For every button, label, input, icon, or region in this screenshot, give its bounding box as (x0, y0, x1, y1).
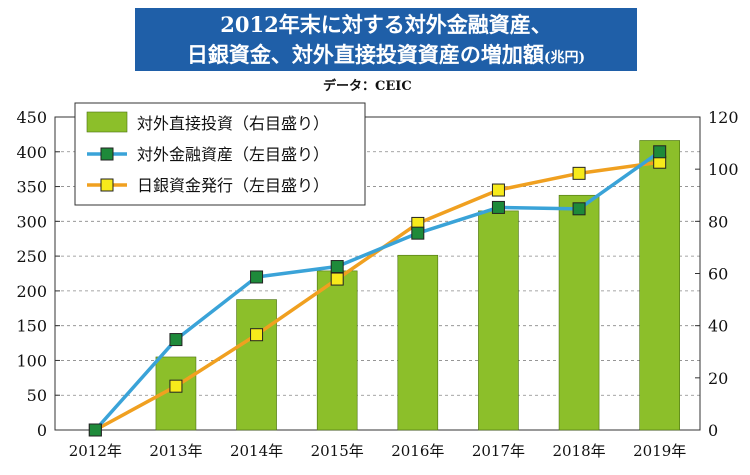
series-marker (169, 379, 183, 393)
series-line (94, 150, 661, 432)
series-marker (572, 166, 586, 180)
right-axis-tick-label: 0 (708, 421, 718, 440)
legend-label: 対外直接投資（右目盛り） (137, 114, 329, 133)
series-marker (572, 202, 586, 216)
series-marker (330, 272, 344, 286)
left-axis-tick-label: 50 (27, 386, 47, 405)
bar-2015年 (316, 270, 358, 431)
right-axis-tick-label: 100 (708, 160, 739, 179)
chart-title-line2-text: 日銀資金、対外直接投資資産の増加額 (186, 42, 544, 67)
series-marker (491, 183, 505, 197)
bar-2014年 (236, 299, 277, 431)
legend-label: 対外金融資産（左目盛り） (137, 145, 329, 164)
x-axis-tick-label: 2018年 (552, 442, 605, 460)
x-axis-tick-label: 2012年 (69, 442, 122, 460)
left-axis-tick-label: 0 (37, 421, 47, 440)
legend-swatch-bar (86, 111, 128, 133)
bar-2019年 (639, 140, 680, 431)
legend-label: 日銀資金発行（左目盛り） (137, 176, 329, 195)
series-marker (250, 328, 264, 342)
right-axis-tick-label: 120 (708, 108, 739, 127)
series-marker (88, 423, 102, 437)
series-marker (411, 226, 425, 240)
x-axis-tick-label: 2016年 (391, 442, 444, 460)
x-axis-tick-label: 2014年 (230, 442, 283, 460)
left-axis-tick-label: 150 (16, 317, 47, 336)
x-axis-tick-label: 2017年 (472, 442, 525, 460)
chart-title-line2: 日銀資金、対外直接投資資産の増加額(兆円) (135, 40, 637, 73)
left-axis-tick-label: 200 (16, 282, 47, 301)
x-axis-tick-label: 2013年 (149, 442, 202, 460)
right-axis-tick-label: 20 (708, 369, 728, 388)
left-axis-tick-label: 400 (16, 143, 47, 162)
x-axis-tick-label: 2015年 (311, 442, 364, 460)
left-axis-tick-label: 250 (16, 247, 47, 266)
left-axis-tick-label: 450 (16, 108, 47, 127)
right-axis-tick-label: 40 (708, 317, 728, 336)
series-marker (169, 333, 183, 347)
series-marker (491, 200, 505, 214)
bar-2016年 (397, 254, 439, 431)
legend-swatch-marker (100, 147, 114, 161)
left-axis-tick-label: 300 (16, 212, 47, 231)
left-axis-tick-label: 350 (16, 178, 47, 197)
right-axis-tick-label: 80 (708, 212, 728, 231)
series-marker (330, 260, 344, 274)
right-axis-tick-label: 60 (708, 265, 728, 284)
x-axis-tick-label: 2019年 (633, 442, 686, 460)
chart-title-box: 2012年末に対する対外金融資産、 日銀資金、対外直接投資資産の増加額(兆円) (135, 8, 637, 71)
chart-title-unit: (兆円) (543, 50, 586, 66)
chart-title-line1: 2012年末に対する対外金融資産、 (220, 12, 552, 37)
series-marker (250, 270, 264, 284)
chart-source: データ：CEIC (323, 79, 412, 94)
bar-2018年 (558, 194, 600, 431)
legend-swatch-marker (100, 178, 114, 192)
left-axis-tick-label: 100 (16, 351, 47, 370)
bar-2017年 (478, 210, 519, 431)
series-marker (653, 145, 667, 159)
